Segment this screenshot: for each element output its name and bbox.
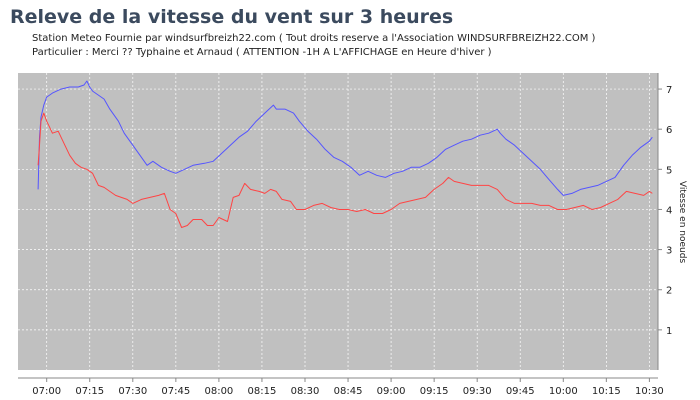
grid-lines	[18, 73, 658, 370]
y-tick-label: 3	[666, 246, 672, 257]
x-tick-label: 08:15	[248, 386, 277, 397]
series-line-2	[37, 112, 653, 228]
y-tick-label: 6	[666, 125, 672, 136]
y-axis-label: Vitesse en noeuds	[677, 181, 687, 264]
x-tick-label: 08:30	[291, 386, 320, 397]
chart-subtitle-station: Station Meteo Fournie par windsurfbreizh…	[32, 33, 596, 44]
x-tick-label: 07:45	[161, 386, 190, 397]
x-tick-label: 09:15	[420, 386, 449, 397]
plot-area	[18, 73, 658, 370]
y-tick-label: 5	[666, 165, 672, 176]
x-tick-label: 08:45	[334, 386, 363, 397]
x-tick-label: 09:00	[377, 386, 406, 397]
x-tick-label: 10:30	[635, 386, 664, 397]
x-tick-label: 09:45	[506, 386, 535, 397]
y-axis-ticks: 1 2 3 4 5 6 7	[658, 85, 672, 337]
x-tick-label: 07:00	[32, 386, 61, 397]
chart-subtitle-credits: Particulier : Merci ?? Typhaine et Arnau…	[32, 47, 492, 58]
series-line-1	[37, 80, 653, 196]
x-tick-label: 07:30	[118, 386, 147, 397]
x-axis-ticks: 07:00 07:15 07:30 07:45 08:00 08:15 08:30 08:45…	[32, 378, 664, 397]
series-layer	[37, 80, 653, 228]
y-tick-label: 4	[666, 205, 672, 216]
y-tick-label: 1	[666, 326, 672, 337]
x-tick-label: 09:30	[463, 386, 492, 397]
x-tick-label: 10:00	[549, 386, 578, 397]
chart-title: Releve de la vitesse du vent sur 3 heure…	[10, 6, 454, 28]
y-tick-label: 2	[666, 286, 672, 297]
x-tick-label: 07:15	[75, 386, 104, 397]
y-tick-label: 7	[666, 85, 672, 96]
x-tick-label: 10:15	[592, 386, 621, 397]
x-tick-label: 08:00	[204, 386, 233, 397]
